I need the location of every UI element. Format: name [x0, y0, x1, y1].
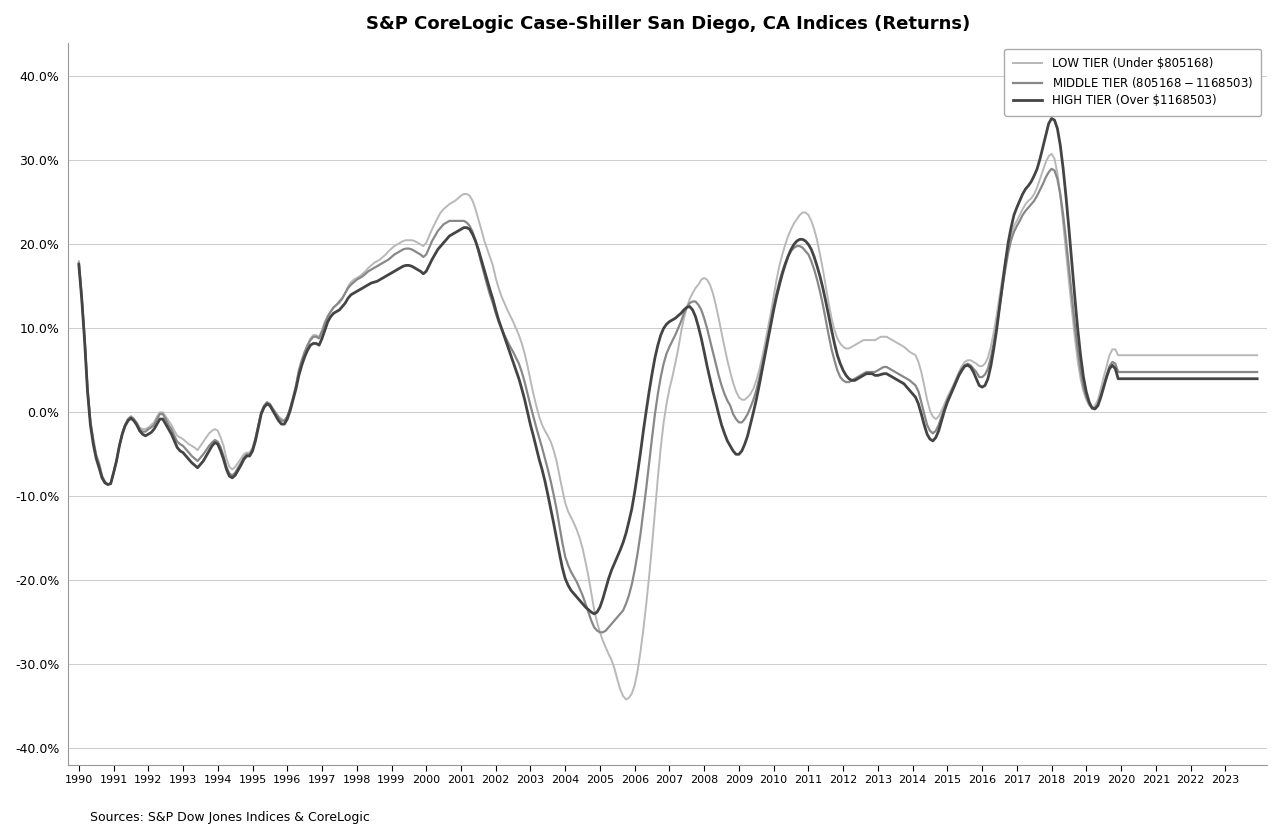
Line: LOW TIER (Under $805168): LOW TIER (Under $805168)	[78, 154, 1258, 700]
MIDDLE TIER ($805168 - $1168503)	[937, 403, 953, 413]
HIGH TIER (Over $1168503)	[586, 609, 601, 619]
Line: HIGH TIER (Over $1168503): HIGH TIER (Over $1168503)	[78, 118, 1258, 614]
HIGH TIER (Over $1168503)	[424, 255, 440, 265]
LOW TIER (Under $805168)	[465, 196, 481, 206]
LOW TIER (Under $805168)	[728, 387, 744, 397]
MIDDLE TIER ($805168 - $1168503)	[592, 627, 608, 637]
Title: S&P CoreLogic Case-Shiller San Diego, CA Indices (Returns): S&P CoreLogic Case-Shiller San Diego, CA…	[365, 15, 969, 33]
HIGH TIER (Over $1168503)	[728, 449, 744, 459]
HIGH TIER (Over $1168503)	[1044, 113, 1059, 123]
Text: Sources: S&P Dow Jones Indices & CoreLogic: Sources: S&P Dow Jones Indices & CoreLog…	[90, 811, 369, 824]
LOW TIER (Under $805168)	[618, 695, 633, 705]
MIDDLE TIER ($805168 - $1168503)	[728, 414, 744, 424]
LOW TIER (Under $805168)	[937, 399, 953, 409]
HIGH TIER (Over $1168503)	[71, 260, 86, 270]
MIDDLE TIER ($805168 - $1168503)	[71, 258, 86, 268]
LOW TIER (Under $805168)	[1044, 149, 1059, 159]
MIDDLE TIER ($805168 - $1168503)	[1137, 367, 1153, 377]
HIGH TIER (Over $1168503)	[903, 386, 918, 396]
Legend: LOW TIER (Under $805168), MIDDLE TIER ($805168 - $1168503), HIGH TIER (Over $116: LOW TIER (Under $805168), MIDDLE TIER ($…	[1004, 49, 1261, 116]
MIDDLE TIER ($805168 - $1168503)	[465, 227, 481, 237]
MIDDLE TIER ($805168 - $1168503)	[424, 236, 440, 246]
LOW TIER (Under $805168)	[1250, 350, 1265, 360]
LOW TIER (Under $805168)	[903, 347, 918, 357]
MIDDLE TIER ($805168 - $1168503)	[1250, 367, 1265, 377]
LOW TIER (Under $805168)	[424, 224, 440, 234]
LOW TIER (Under $805168)	[71, 257, 86, 267]
HIGH TIER (Over $1168503)	[1137, 374, 1153, 384]
MIDDLE TIER ($805168 - $1168503)	[1044, 164, 1059, 174]
HIGH TIER (Over $1168503)	[465, 229, 481, 239]
Line: MIDDLE TIER ($805168 - $1168503): MIDDLE TIER ($805168 - $1168503)	[78, 169, 1258, 632]
LOW TIER (Under $805168)	[1137, 350, 1153, 360]
HIGH TIER (Over $1168503)	[1250, 374, 1265, 384]
HIGH TIER (Over $1168503)	[937, 406, 953, 416]
MIDDLE TIER ($805168 - $1168503)	[903, 376, 918, 386]
